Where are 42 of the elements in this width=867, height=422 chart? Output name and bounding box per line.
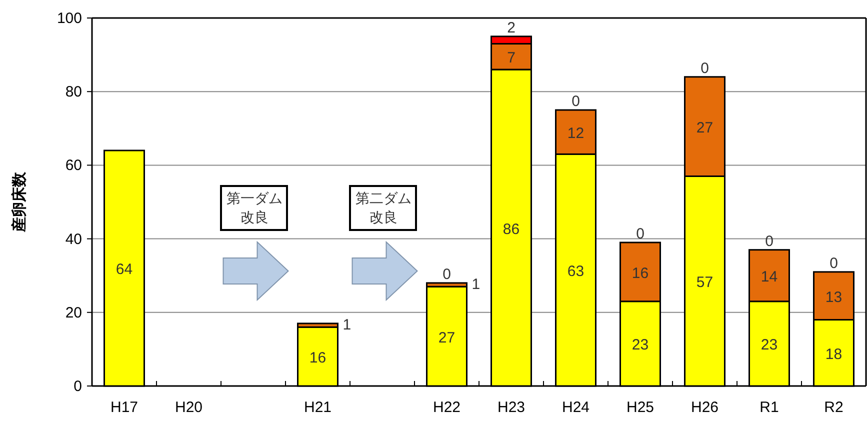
data-label: 27 [696, 120, 714, 137]
x-tick-label: H17 [110, 399, 138, 416]
data-label: 13 [825, 288, 842, 306]
data-label: 12 [567, 125, 584, 142]
data-label: 23 [760, 336, 778, 354]
x-tick-label: H26 [690, 399, 719, 416]
y-tick-label: 80 [65, 84, 82, 101]
x-tick-label: H25 [626, 399, 654, 416]
x-tick-label: R2 [824, 399, 844, 416]
data-label: 2 [507, 19, 516, 36]
data-label: 63 [567, 263, 584, 280]
data-label: 18 [825, 346, 842, 363]
data-label: 0 [700, 60, 709, 77]
annotation: 第一ダム改良 [220, 185, 288, 231]
data-label: 1 [472, 276, 480, 293]
y-tick-label: 40 [65, 230, 82, 248]
y-tick-label: 0 [74, 378, 82, 395]
data-label: 57 [696, 274, 714, 292]
data-label: 27 [438, 329, 456, 346]
data-label: 23 [632, 336, 649, 354]
y-tick-label: 100 [56, 10, 82, 27]
x-tick-label: H24 [562, 399, 590, 416]
data-label: 7 [507, 50, 516, 67]
data-label: 16 [632, 264, 649, 282]
x-tick-label: H23 [497, 399, 526, 416]
y-tick-label: 60 [65, 157, 82, 174]
x-tick-label: H20 [174, 399, 203, 416]
data-label: 1 [342, 316, 352, 334]
y-tick-label: 20 [65, 304, 82, 322]
data-label: 0 [442, 266, 451, 283]
x-tick-label: H22 [432, 399, 461, 416]
data-label: 14 [760, 268, 778, 286]
data-label: 16 [309, 350, 326, 367]
x-tick-label: R1 [760, 399, 779, 416]
data-label: 0 [572, 93, 580, 110]
data-label: 0 [830, 254, 838, 272]
y-axis-title: 産卵床数 [10, 171, 28, 233]
data-label: 64 [116, 261, 133, 278]
annotation: 第二ダム改良 [349, 185, 418, 231]
data-label: 0 [636, 225, 644, 242]
data-label: 86 [502, 220, 520, 238]
x-tick-label: H21 [304, 399, 332, 416]
